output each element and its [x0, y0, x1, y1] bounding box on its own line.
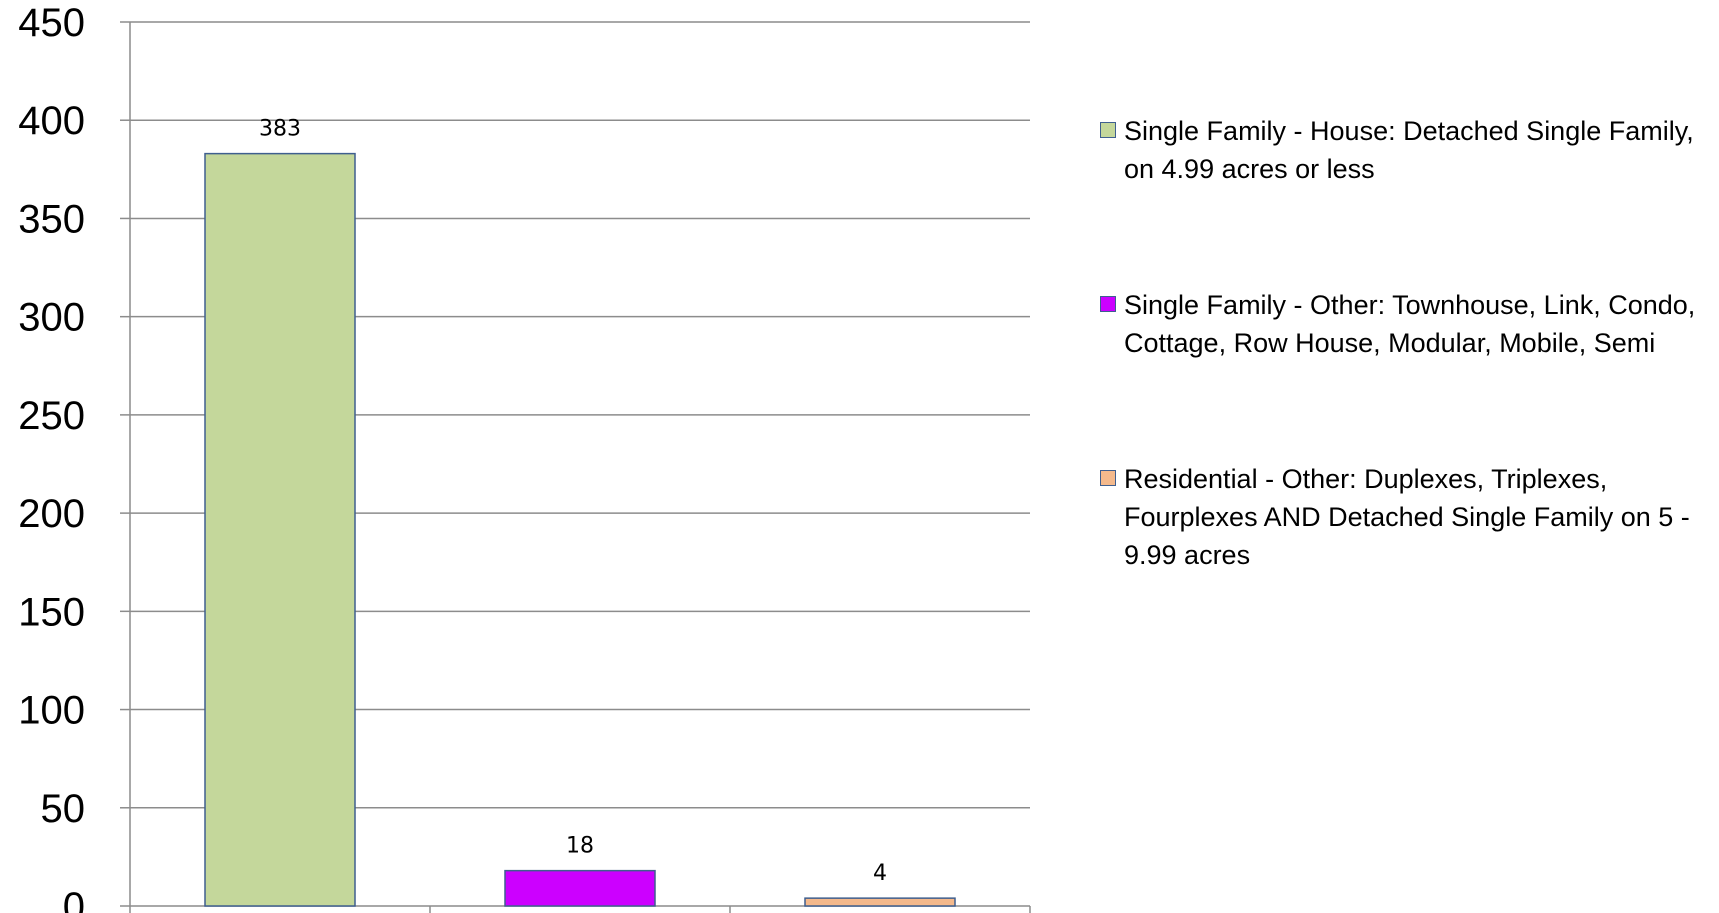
y-tick-label: 150 [18, 590, 85, 634]
legend: Single Family - House: Detached Single F… [1100, 112, 1710, 574]
legend-label: Residential - Other: Duplexes, Triplexes… [1124, 464, 1690, 570]
y-tick-label: 400 [18, 99, 85, 143]
y-tick-label: 0 [63, 885, 85, 913]
legend-swatch-single-family-house [1100, 122, 1116, 138]
y-tick-label: 200 [18, 492, 85, 536]
y-tick-label: 300 [18, 296, 85, 340]
data-label-3: 4 [873, 861, 887, 886]
y-tick-label: 450 [18, 1, 85, 45]
y-tick-label: 50 [41, 787, 86, 831]
data-label-1: 383 [259, 117, 301, 142]
bar-3 [804, 897, 956, 907]
bar-2 [504, 869, 656, 907]
legend-label: Single Family - House: Detached Single F… [1124, 116, 1694, 184]
legend-swatch-residential-other [1100, 470, 1116, 486]
y-tick-label: 250 [18, 394, 85, 438]
y-tick-label: 100 [18, 689, 85, 733]
y-tick-label: 350 [18, 197, 85, 241]
legend-item-single-family-other: Single Family - Other: Townhouse, Link, … [1100, 286, 1710, 362]
bar-1 [204, 152, 356, 907]
legend-label: Single Family - Other: Townhouse, Link, … [1124, 290, 1696, 358]
data-labels: 383 18 4 [259, 117, 887, 887]
y-tick-labels: 0 50 100 150 200 250 300 350 400 450 [18, 1, 85, 913]
legend-swatch-single-family-other [1100, 296, 1116, 312]
legend-item-residential-other: Residential - Other: Duplexes, Triplexes… [1100, 460, 1710, 574]
legend-item-single-family-house: Single Family - House: Detached Single F… [1100, 112, 1710, 188]
data-label-2: 18 [566, 834, 594, 859]
bars [204, 152, 956, 907]
